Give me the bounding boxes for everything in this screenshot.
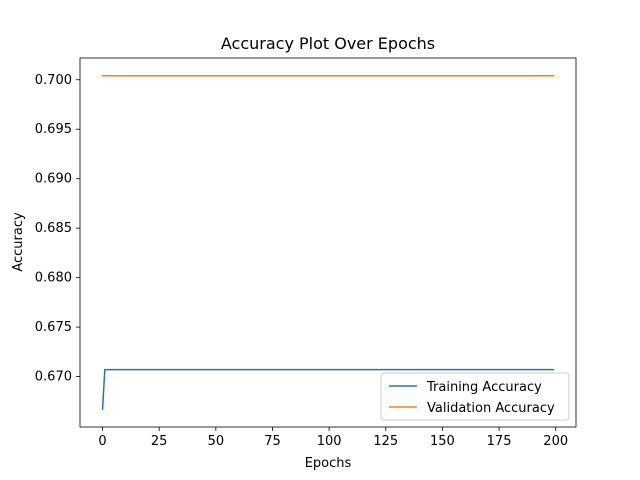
x-tick-label: 200 (543, 434, 568, 449)
y-tick-label: 0.700 (35, 73, 72, 88)
y-tick-label: 0.680 (35, 271, 72, 286)
training-accuracy-line (101, 368, 555, 410)
y-tick-label: 0.685 (35, 221, 72, 236)
series-layer (101, 75, 555, 410)
legend-label-training: Training Accuracy (426, 380, 542, 395)
chart-title: Accuracy Plot Over Epochs (221, 34, 435, 53)
legend: Training Accuracy Validation Accuracy (380, 372, 570, 421)
y-axis-ticks: 0.670 0.675 0.680 0.685 0.690 0.695 0.700 (35, 73, 80, 385)
y-axis-label: Accuracy (11, 212, 26, 272)
x-tick-label: 125 (373, 434, 398, 449)
y-tick-label: 0.670 (35, 370, 72, 385)
x-axis-label: Epochs (305, 456, 352, 471)
x-tick-label: 0 (98, 434, 106, 449)
plot-area (80, 58, 576, 427)
x-tick-label: 25 (151, 434, 168, 449)
y-tick-label: 0.690 (35, 172, 72, 187)
legend-box (380, 372, 570, 421)
x-axis-ticks: 0 25 50 75 100 125 150 175 200 (98, 427, 568, 449)
y-tick-label: 0.675 (35, 320, 72, 335)
y-tick-label: 0.695 (35, 122, 72, 137)
x-tick-label: 75 (264, 434, 281, 449)
x-tick-label: 100 (317, 434, 342, 449)
plot-frame (79, 57, 577, 428)
x-tick-label: 175 (487, 434, 512, 449)
legend-label-validation: Validation Accuracy (427, 401, 555, 416)
x-tick-label: 150 (430, 434, 455, 449)
x-tick-label: 50 (208, 434, 225, 449)
